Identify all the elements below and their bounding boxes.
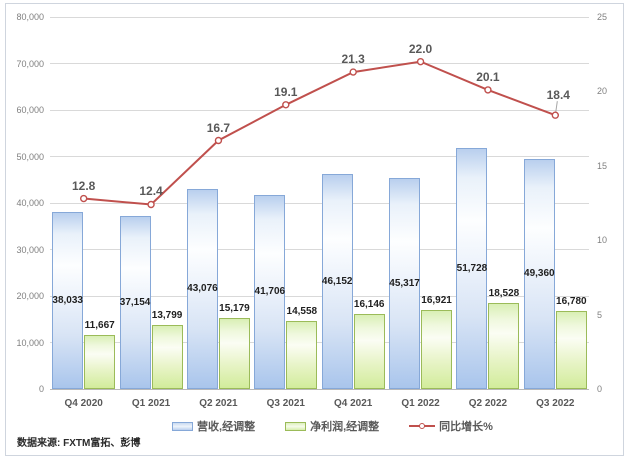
right-axis-tick: 15 <box>597 160 608 171</box>
source-note: 数据来源: FXTM富拓、彭博 <box>17 438 141 449</box>
left-axis-tick: 60,000 <box>16 105 44 115</box>
net-profit-bar <box>488 302 520 389</box>
growth-data-label: 12.4 <box>139 184 163 199</box>
revenue-bar <box>389 178 421 389</box>
yoy-growth-line-icon <box>409 421 436 431</box>
growth-data-label: 12.8 <box>72 178 96 193</box>
x-axis-label: Q4 2021 <box>334 398 373 409</box>
growth-point-marker <box>79 194 88 203</box>
left-axis-tick: 40,000 <box>16 198 44 208</box>
legend-item-net-profit: 净利润,经调整 <box>285 418 379 434</box>
gridline <box>50 249 589 250</box>
net-profit-bar <box>286 321 318 389</box>
x-axis-label: Q2 2022 <box>468 398 508 409</box>
growth-data-label: 20.1 <box>476 69 500 84</box>
revenue-data-label: 49,360 <box>524 268 555 280</box>
revenue-data-label: 51,728 <box>456 262 488 274</box>
right-axis-tick: 5 <box>597 309 603 320</box>
net-profit-bar <box>151 324 183 389</box>
net-profit-data-label: 13,799 <box>151 309 183 321</box>
gridline <box>50 156 589 157</box>
gridline <box>50 295 589 297</box>
growth-data-label: 16.7 <box>206 120 231 135</box>
growth-data-label: 22.0 <box>408 41 433 56</box>
net-profit-data-label: 16,780 <box>556 295 587 307</box>
revenue-data-label: 46,152 <box>321 275 353 287</box>
left-axis-tick: 30,000 <box>16 244 44 255</box>
net-profit-swatch-icon <box>285 421 307 431</box>
revenue-bar <box>52 212 84 389</box>
legend-item-yoy-growth: 同比增长% <box>409 418 493 434</box>
revenue-data-label: 45,317 <box>389 277 420 289</box>
revenue-bar <box>186 188 218 389</box>
net-profit-bar <box>353 313 385 389</box>
legend-label-net-profit: 净利润,经调整 <box>310 421 380 433</box>
legend-item-revenue: 营收,经调整 <box>172 418 255 434</box>
revenue-data-label: 43,076 <box>187 282 218 294</box>
left-axis-tick: 20,000 <box>16 291 44 301</box>
left-axis-tick: 50,000 <box>16 151 44 162</box>
growth-point-marker <box>349 68 357 76</box>
x-axis-line <box>50 388 589 390</box>
net-profit-data-label: 16,921 <box>421 295 452 307</box>
gridline <box>50 109 589 111</box>
x-axis-label: Q1 2022 <box>401 398 440 409</box>
net-profit-data-label: 14,558 <box>286 306 318 318</box>
revenue-bar <box>321 174 353 389</box>
gridline <box>50 342 589 343</box>
net-profit-bar <box>218 318 250 389</box>
legend: 营收,经调整 净利润,经调整 同比增长% <box>0 418 635 434</box>
legend-label-yoy-growth: 同比增长% <box>439 421 493 433</box>
right-axis-tick: 20 <box>597 86 608 97</box>
growth-point-marker <box>282 101 290 109</box>
growth-data-label: 21.3 <box>341 52 365 67</box>
right-axis-tick: 25 <box>597 12 608 22</box>
revenue-data-label: 37,154 <box>119 296 151 308</box>
growth-point-marker <box>416 57 425 66</box>
revenue-bar <box>523 159 555 389</box>
gridline <box>50 63 589 64</box>
net-profit-bar <box>555 310 587 389</box>
growth-data-label: 19.1 <box>274 84 298 99</box>
legend-label-revenue: 营收,经调整 <box>197 421 256 433</box>
x-axis-label: Q2 2021 <box>199 398 238 409</box>
right-axis-tick: 0 <box>597 384 603 394</box>
revenue-bar <box>119 216 151 389</box>
left-axis-tick: 70,000 <box>16 58 44 69</box>
growth-data-label: 18.4 <box>546 88 570 103</box>
revenue-data-label: 38,033 <box>52 294 83 306</box>
net-profit-data-label: 11,667 <box>84 319 115 331</box>
revenue-bar <box>254 195 286 389</box>
left-axis-tick: 10,000 <box>16 337 44 348</box>
left-axis-tick: 80,000 <box>16 12 44 22</box>
right-axis-tick: 10 <box>597 235 608 246</box>
revenue-data-label: 41,706 <box>254 286 286 298</box>
net-profit-data-label: 18,528 <box>488 287 520 299</box>
net-profit-data-label: 15,179 <box>219 303 250 315</box>
growth-point-marker <box>147 200 155 209</box>
x-axis-label: Q3 2021 <box>266 398 305 409</box>
net-profit-bar <box>84 334 116 389</box>
net-profit-data-label: 16,146 <box>353 298 385 310</box>
x-axis-label: Q1 2021 <box>131 398 171 409</box>
left-axis-tick: 0 <box>38 384 44 394</box>
net-profit-bar <box>421 310 453 389</box>
gridline <box>50 16 589 18</box>
revenue-swatch-icon <box>172 421 194 431</box>
growth-point-marker <box>214 136 223 145</box>
x-axis-label: Q3 2022 <box>536 398 575 409</box>
growth-point-marker <box>551 111 560 119</box>
gridline <box>50 202 589 204</box>
growth-point-marker <box>484 86 492 94</box>
x-axis-label: Q4 2020 <box>64 398 103 409</box>
revenue-bar <box>456 148 488 389</box>
